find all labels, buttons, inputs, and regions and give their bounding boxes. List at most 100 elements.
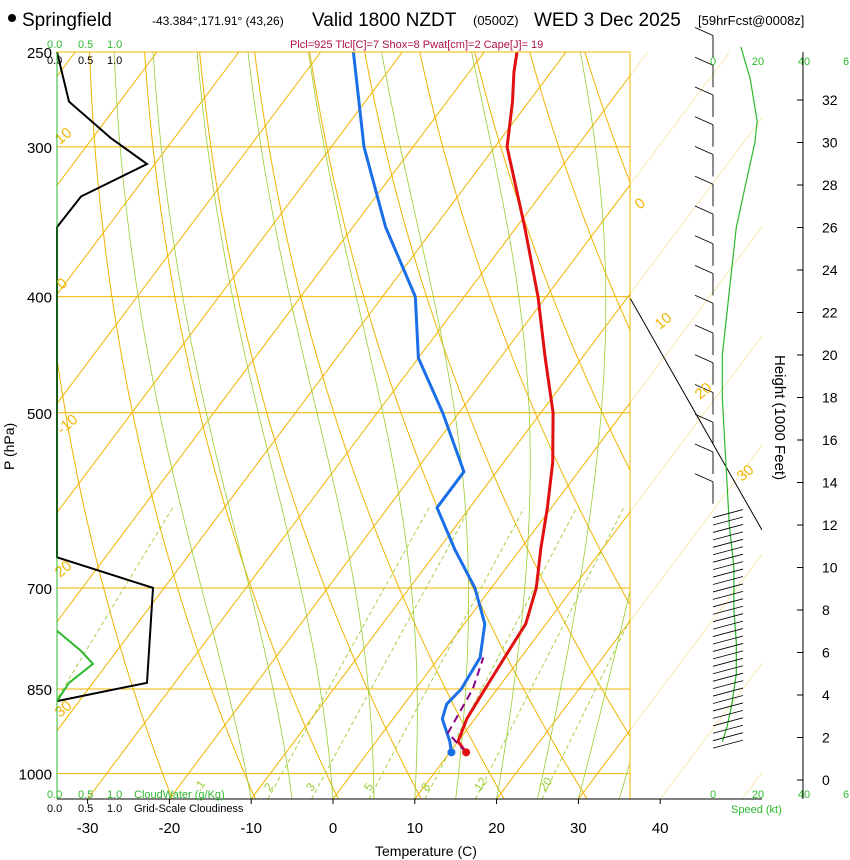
wind-barb-staff xyxy=(712,524,744,533)
isotherm-line xyxy=(57,52,158,187)
y-axis-title: P (hPa) xyxy=(1,423,17,470)
valid-date: WED 3 Dec 2025 xyxy=(534,10,681,31)
wind-barb-staff xyxy=(712,576,744,585)
isotherm-line xyxy=(742,52,850,799)
wind-barb xyxy=(712,524,744,533)
temp-tick-label: 20 xyxy=(488,820,505,837)
wind-barb xyxy=(712,709,744,719)
grid-lines xyxy=(57,52,850,799)
wind-barb-staff xyxy=(712,687,744,697)
mixing-ratio-label: 12 xyxy=(471,774,490,793)
valid-time: Valid 1800 NZDT xyxy=(312,10,457,31)
mixing-ratio-line xyxy=(424,507,577,799)
dry-adiabat-label: 20 xyxy=(52,557,76,581)
wind-barb-flag xyxy=(694,235,714,245)
wind-barb-flag xyxy=(694,86,714,96)
wind-barb-flag xyxy=(694,146,714,155)
speed-axis-title: Speed (kt) xyxy=(731,804,782,816)
wind-barb xyxy=(694,56,714,88)
height-tick-label: 32 xyxy=(822,92,838,108)
height-axis-title: Height (1000 Feet) xyxy=(771,355,788,480)
cloud-scale-top: 0.0 xyxy=(47,55,62,67)
moist-adiabat-line xyxy=(152,52,293,799)
forecast-info: [59hrFcst@0008z] xyxy=(698,13,804,28)
speed-bottom-label: 40 xyxy=(798,789,810,801)
wind-barb xyxy=(712,650,744,660)
wind-barb xyxy=(694,175,714,207)
wind-barb-flag xyxy=(694,324,714,334)
wind-barb-staff xyxy=(712,509,744,518)
wind-barb xyxy=(712,531,744,541)
wind-barb-staff xyxy=(712,732,744,742)
temp-tick-label: 0 xyxy=(329,820,337,837)
dry-adiabat-line xyxy=(529,52,630,332)
moist-adiabat-line xyxy=(578,589,630,799)
right-isotherm-line xyxy=(169,52,730,799)
dry-adiabat-line xyxy=(419,52,630,606)
wind-barb-staff xyxy=(712,680,744,690)
dry-adiabat-line xyxy=(584,52,630,184)
wind-barb xyxy=(712,628,744,637)
wind-barb xyxy=(712,724,744,734)
mixing-ratio-line xyxy=(368,507,525,799)
speed-bottom-label: 6 xyxy=(843,789,849,801)
wind-barb-staff xyxy=(712,724,744,734)
wind-barb xyxy=(712,561,744,571)
wind-barb xyxy=(712,657,744,667)
wind-speed-line xyxy=(721,46,758,742)
wind-barb xyxy=(694,413,714,445)
wind-barb-flag xyxy=(694,473,714,483)
wind-barb-staff xyxy=(712,657,744,667)
cloud-scale-top: 0.5 xyxy=(78,55,93,67)
wind-barb-flag xyxy=(694,175,714,185)
cloudwater-scale-bottom: 0.5 xyxy=(78,789,93,801)
mixing-ratio-line xyxy=(57,507,174,700)
wind-barb-staff xyxy=(712,553,744,563)
wind-barb xyxy=(712,613,744,623)
temp-tick-label: -30 xyxy=(77,820,99,837)
wind-barb xyxy=(694,205,714,236)
wind-barb-staff xyxy=(712,672,744,682)
cloudwater-line xyxy=(56,630,95,702)
wind-barb xyxy=(712,598,744,608)
mixing-ratio-line xyxy=(474,507,625,799)
right-isotherm-line xyxy=(741,771,762,799)
moist-adiabat-line xyxy=(247,52,375,799)
height-tick-label: 28 xyxy=(822,177,838,193)
wind-barb-staff xyxy=(712,665,744,675)
wind-barb xyxy=(694,354,714,385)
height-tick-label: 24 xyxy=(822,262,838,278)
right-isotherm-line xyxy=(57,52,567,732)
wind-barb-staff xyxy=(712,717,744,727)
wind-barb-staff xyxy=(712,590,744,600)
wind-barb xyxy=(694,324,714,355)
wind-barb xyxy=(712,509,744,518)
pressure-tick-label: 300 xyxy=(27,140,52,157)
wind-barb-staff xyxy=(712,568,744,578)
speed-bottom-label: 20 xyxy=(752,789,764,801)
dry-adiabat-label: 10 xyxy=(52,124,76,148)
wind-barb xyxy=(694,294,714,326)
height-tick-label: 16 xyxy=(822,432,838,448)
isotherm-line xyxy=(57,52,240,296)
temp-tick-label: 30 xyxy=(570,820,587,837)
wind-barb xyxy=(694,27,714,58)
speed-top-label: 40 xyxy=(798,56,810,68)
x-axis-title: Temperature (C) xyxy=(375,843,477,859)
right-isotherm-line xyxy=(414,335,762,799)
wind-barb xyxy=(712,665,744,675)
wind-barb-flag xyxy=(694,354,714,364)
wind-barb-staff xyxy=(712,516,744,526)
right-divider-line xyxy=(629,297,762,531)
wind-barb-staff xyxy=(712,739,744,749)
right-isotherm-line xyxy=(578,553,762,799)
dry-adiabat-line xyxy=(57,355,173,799)
pressure-tick-label: 700 xyxy=(27,581,52,598)
mixing-ratio-label: 3 xyxy=(303,780,318,794)
height-tick-label: 12 xyxy=(822,517,838,533)
right-isotherm-line xyxy=(659,662,762,799)
cloudiness-line xyxy=(56,51,155,703)
cloud-scale-bottom: 1.0 xyxy=(107,803,122,815)
moist-adiabat-line xyxy=(196,52,334,799)
wind-barb xyxy=(694,86,714,117)
